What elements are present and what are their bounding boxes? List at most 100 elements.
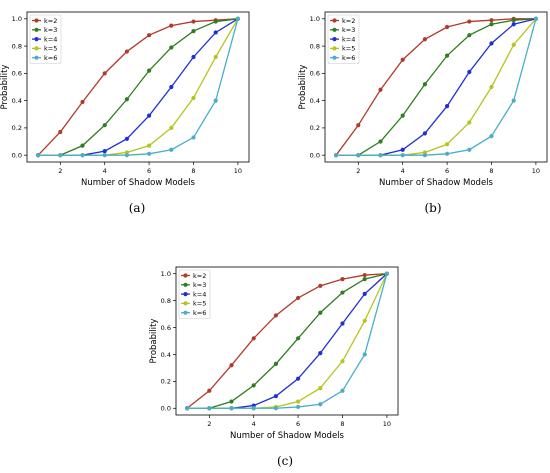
data-point <box>400 113 405 118</box>
data-point <box>400 153 405 158</box>
legend-marker <box>34 18 39 23</box>
legend-label: k=6 <box>44 54 57 62</box>
legend-label: k=4 <box>342 35 355 43</box>
legend: k=2k=3k=4 k=5k=6 <box>327 14 360 64</box>
plot-frame <box>175 266 399 416</box>
data-point <box>191 54 196 60</box>
data-point <box>147 143 152 148</box>
data-point <box>467 120 472 125</box>
series-k=4 <box>334 16 539 158</box>
legend-marker <box>183 273 188 278</box>
legend-label: k=5 <box>342 45 355 53</box>
data-point <box>384 271 389 276</box>
data-point <box>147 33 152 38</box>
data-point <box>273 313 278 318</box>
data-point <box>273 361 278 366</box>
legend-marker <box>183 282 188 287</box>
data-point <box>467 69 472 75</box>
data-point <box>207 406 212 411</box>
legend-label: k=4 <box>44 35 57 43</box>
legend-label: k=6 <box>342 54 355 62</box>
y-tick-label: 0.6 <box>310 70 320 78</box>
x-tick-label: 8 <box>191 167 195 175</box>
data-point <box>340 277 345 282</box>
legend-marker <box>332 18 337 23</box>
legend-box <box>327 14 360 64</box>
legend-label: k=4 <box>193 290 206 298</box>
legend-marker <box>34 55 39 60</box>
series-k=2 <box>185 271 389 411</box>
data-point <box>213 19 218 24</box>
legend-marker <box>34 27 39 32</box>
data-point <box>362 291 367 297</box>
data-point <box>251 336 256 341</box>
y-tick-label: 0.6 <box>12 70 22 78</box>
x-axis-title: Number of Shadow Models <box>81 178 196 188</box>
series-line <box>336 18 536 156</box>
legend-label: k=3 <box>342 26 355 34</box>
x-axis-title: Number of Shadow Models <box>379 178 494 188</box>
x-tick-label: 2 <box>356 167 360 175</box>
legend-marker <box>183 292 188 297</box>
x-axis-title: Number of Shadow Models <box>230 431 345 441</box>
series-line <box>335 18 536 156</box>
series-k=5 <box>334 16 539 158</box>
data-point <box>340 290 345 295</box>
data-point <box>445 151 450 156</box>
data-point <box>124 49 129 54</box>
data-point <box>102 153 107 158</box>
series-k=3 <box>334 16 539 158</box>
plot-frame <box>26 11 250 163</box>
data-point <box>296 404 301 410</box>
data-point <box>102 148 107 154</box>
data-point <box>235 16 240 21</box>
series-line <box>37 18 238 156</box>
data-point <box>80 153 85 158</box>
x-tick-label: 8 <box>340 420 344 428</box>
series-k=6 <box>185 271 389 411</box>
series-line <box>38 18 238 156</box>
data-point <box>378 153 383 158</box>
legend-marker <box>332 27 337 32</box>
y-tick-label: 1.0 <box>310 15 320 23</box>
plot-frame <box>324 11 548 163</box>
data-point <box>356 123 361 128</box>
data-point <box>191 28 196 34</box>
data-point <box>362 277 367 282</box>
data-point <box>191 135 196 140</box>
legend: k=2k=3k=4 k=5k=6 <box>29 14 62 64</box>
data-point <box>169 84 174 90</box>
data-point <box>191 95 196 101</box>
y-tick-label: 0.8 <box>12 42 22 50</box>
legend-label: k=2 <box>44 17 57 25</box>
series-line <box>186 273 387 409</box>
data-point <box>213 54 218 60</box>
data-point <box>273 406 278 411</box>
data-point <box>318 310 323 315</box>
x-tick-label: 6 <box>296 420 300 428</box>
series-k=4 <box>185 271 389 411</box>
data-point <box>362 352 367 357</box>
legend-label: k=6 <box>193 309 206 317</box>
series-k=3 <box>36 16 240 158</box>
series-line <box>336 18 537 156</box>
x-tick-label: 2 <box>58 167 62 175</box>
series-k=2 <box>36 16 240 158</box>
y-tick-label: 0.4 <box>161 351 171 359</box>
y-tick-label: 0.2 <box>310 124 320 132</box>
data-point <box>318 402 323 407</box>
series-k=6 <box>334 16 539 158</box>
series-line <box>187 273 388 409</box>
data-point <box>229 363 234 368</box>
data-point <box>362 272 367 278</box>
data-point <box>378 87 383 92</box>
series-k=5 <box>185 271 389 411</box>
data-point <box>124 153 129 158</box>
chart-panel-1: 2 4 6 8 10 0.0 0.2 0.4 0.6 0.8 1.0 Number of Shadow… <box>0 11 250 215</box>
data-point <box>169 23 174 28</box>
data-point <box>147 151 152 156</box>
data-point <box>467 33 472 38</box>
series-line <box>187 273 388 409</box>
x-tick-label: 4 <box>401 167 405 175</box>
data-point <box>207 388 212 393</box>
